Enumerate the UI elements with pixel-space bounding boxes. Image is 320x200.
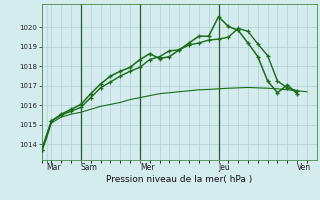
X-axis label: Pression niveau de la mer( hPa ): Pression niveau de la mer( hPa ) [106,175,252,184]
